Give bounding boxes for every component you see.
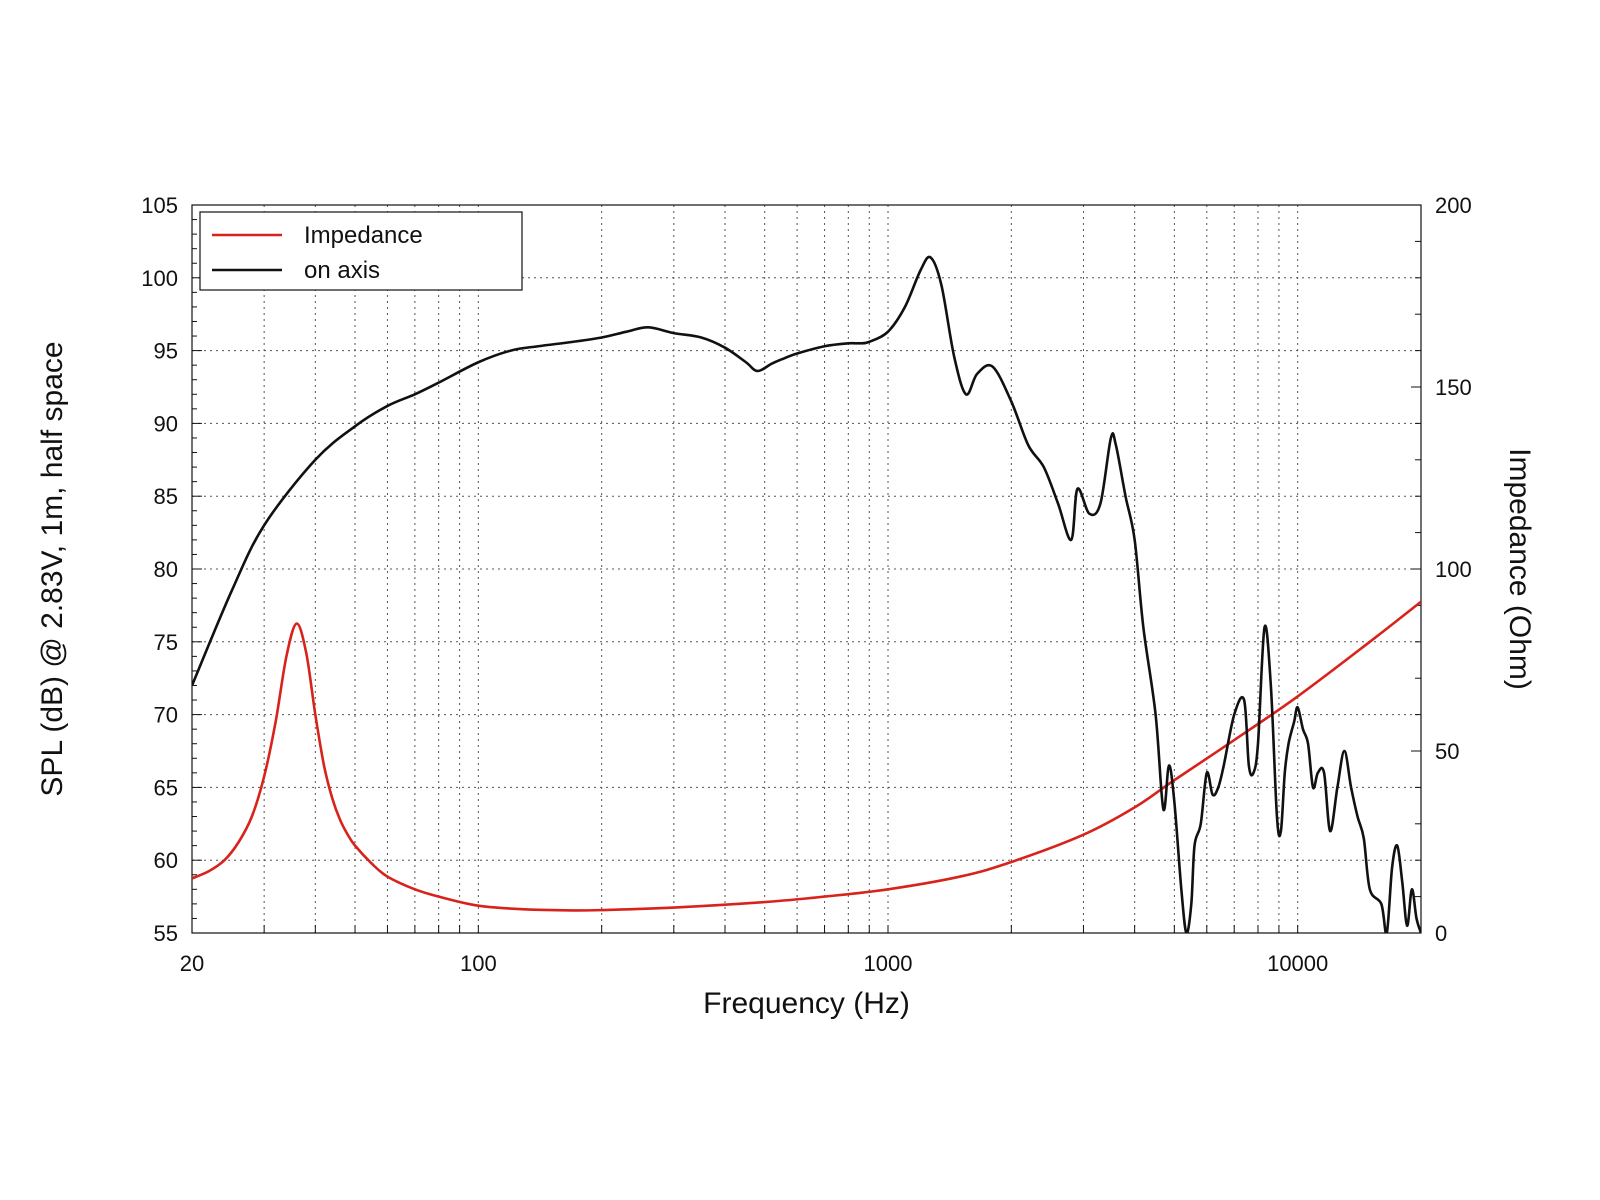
x-tick-label: 1000 bbox=[864, 951, 913, 976]
y2-tick-label: 0 bbox=[1435, 921, 1447, 946]
x-tick-label: 10000 bbox=[1267, 951, 1328, 976]
y-tick-label: 55 bbox=[154, 921, 178, 946]
x-axis-title: Frequency (Hz) bbox=[703, 987, 910, 1020]
y-tick-label: 70 bbox=[154, 703, 178, 728]
y-tick-label: 75 bbox=[154, 630, 178, 655]
y-axis-title: SPL (dB) @ 2.83V, 1m, half space bbox=[36, 341, 69, 796]
y-tick-label: 95 bbox=[154, 339, 178, 364]
series-line-on-axis bbox=[192, 255, 1421, 933]
y2-axis-title: Impedance (Ohm) bbox=[1503, 448, 1536, 690]
grid bbox=[192, 205, 1421, 933]
tick-labels: 20 100 1000 10000 55 60 65 70 75 80 85 90 95 100 105 0 5… bbox=[141, 193, 1471, 976]
series-line-impedance bbox=[192, 600, 1421, 912]
legend-label-impedance: Impedance bbox=[304, 222, 423, 249]
plot-frame bbox=[191, 204, 1422, 934]
legend-box bbox=[199, 211, 523, 291]
y-tick-label: 85 bbox=[154, 484, 178, 509]
y2-tick-label: 150 bbox=[1435, 375, 1472, 400]
y-tick-label: 80 bbox=[154, 557, 178, 582]
y2-tick-label: 100 bbox=[1435, 557, 1472, 582]
x-tick-label: 20 bbox=[180, 951, 204, 976]
series-group bbox=[192, 255, 1421, 933]
y-tick-label: 100 bbox=[141, 266, 178, 291]
y2-tick-label: 50 bbox=[1435, 739, 1459, 764]
y-tick-label: 90 bbox=[154, 411, 178, 436]
y-tick-label: 60 bbox=[154, 848, 178, 873]
y2-tick-label: 200 bbox=[1435, 193, 1472, 218]
legend-label-on-axis: on axis bbox=[304, 257, 380, 284]
y-tick-label: 105 bbox=[141, 193, 178, 218]
legend: Impedance on axis bbox=[199, 211, 523, 291]
y-tick-label: 65 bbox=[154, 775, 178, 800]
x-tick-label: 100 bbox=[460, 951, 497, 976]
